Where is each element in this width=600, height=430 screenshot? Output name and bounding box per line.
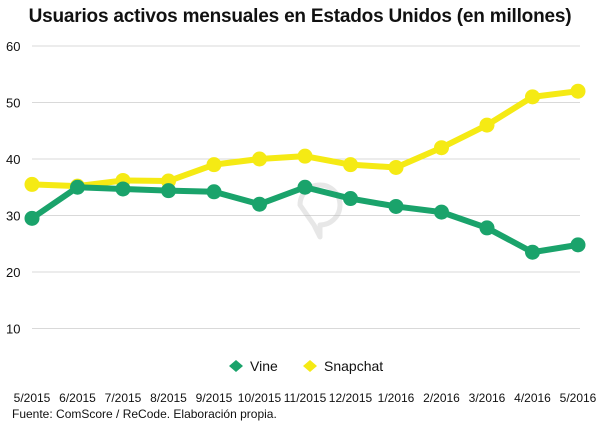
x-tick-label: 12/2015 (329, 391, 373, 405)
data-point-snapchat (479, 117, 495, 133)
x-tick-label: 3/2016 (469, 391, 506, 405)
x-tick-label: 10/2015 (238, 391, 282, 405)
legend-label-vine: Vine (250, 358, 278, 374)
data-point-snapchat (252, 151, 267, 167)
x-tick-label: 6/2015 (59, 391, 96, 405)
chart-title: Usuarios activos mensuales en Estados Un… (28, 6, 572, 27)
x-tick-label: 7/2015 (105, 391, 142, 405)
data-point-vine (343, 191, 358, 207)
data-point-vine (388, 198, 404, 214)
y-tick-label: 40 (6, 152, 20, 167)
data-point-vine (525, 244, 540, 260)
data-point-vine (206, 184, 222, 200)
x-tick-label: 2/2016 (423, 391, 460, 405)
data-point-snapchat (343, 157, 358, 173)
x-tick-label: 1/2016 (378, 391, 415, 405)
x-axis-ticks: 5/2015 6/2015 7/2015 8/2015 9/2015 10/2015 11/… (14, 391, 597, 405)
data-point-snapchat (388, 159, 404, 175)
data-point-vine (479, 220, 495, 236)
y-tick-label: 50 (6, 96, 20, 111)
x-tick-label: 5/2016 (560, 391, 597, 405)
series-group (24, 83, 586, 260)
data-point-vine (24, 210, 40, 226)
series-line-vine (29, 184, 581, 256)
series-line-snapchat (29, 88, 581, 190)
legend-label-snapchat: Snapchat (324, 358, 383, 374)
y-tick-label: 20 (6, 265, 20, 280)
data-point-vine (434, 204, 449, 220)
y-axis-ticks: 10 20 30 40 50 60 (6, 39, 20, 337)
data-point-vine (297, 179, 313, 195)
legend-marker-vine (229, 360, 243, 372)
y-tick-label: 10 (6, 322, 20, 337)
legend: Vine Snapchat (229, 358, 383, 374)
data-point-vine (570, 237, 586, 253)
data-point-vine (70, 179, 85, 195)
y-tick-label: 60 (6, 39, 20, 54)
y-tick-label: 30 (6, 209, 20, 224)
x-tick-label: 11/2015 (284, 391, 327, 405)
x-tick-label: 4/2016 (514, 391, 551, 405)
data-point-snapchat (206, 157, 222, 173)
x-tick-label: 5/2015 (14, 391, 51, 405)
x-tick-label: 8/2015 (150, 391, 187, 405)
data-point-snapchat (24, 176, 40, 192)
data-point-vine (252, 196, 267, 212)
data-point-vine (115, 181, 131, 197)
data-point-snapchat (434, 140, 449, 156)
data-point-vine (161, 183, 176, 199)
legend-marker-snapchat (303, 360, 317, 372)
data-point-snapchat (525, 89, 540, 105)
data-point-snapchat (570, 83, 586, 99)
source-note: Fuente: ComScore / ReCode. Elaboración p… (12, 407, 277, 421)
data-point-snapchat (297, 148, 313, 164)
x-tick-label: 9/2015 (196, 391, 233, 405)
